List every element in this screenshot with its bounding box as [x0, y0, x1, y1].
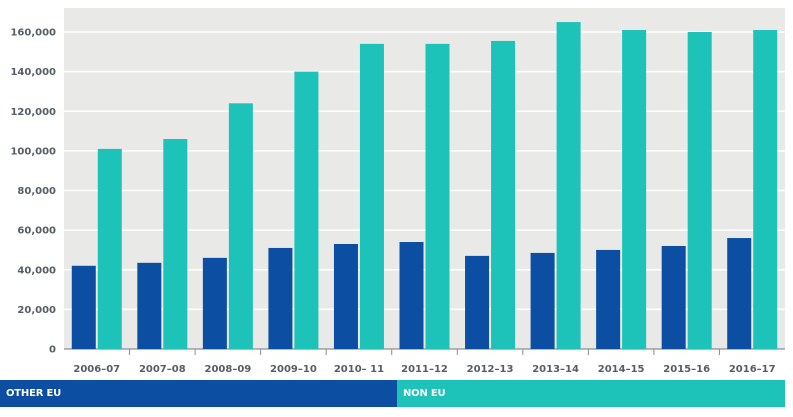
y-axis-ticks: 0 20,000 40,000 60,000 80,000 100,000 120,000 1… — [10, 28, 56, 356]
y-tick-label: 0 — [49, 345, 56, 356]
legend-label-other-eu: OTHER EU — [6, 388, 61, 399]
x-tick-label: 2010– 11 — [334, 364, 384, 375]
legend-other-eu: OTHER EU — [0, 380, 397, 407]
bar-other-eu — [137, 263, 161, 349]
y-tick-label: 40,000 — [17, 265, 56, 276]
x-tick-label: 2009–10 — [270, 364, 317, 375]
bar-chart: 0 20,000 40,000 60,000 80,000 100,000 120,000 1… — [0, 0, 793, 380]
y-tick-label: 80,000 — [17, 186, 56, 197]
bar-non-eu — [360, 44, 384, 349]
x-tick-label: 2011–12 — [401, 364, 448, 375]
x-tick-label: 2006–07 — [73, 364, 120, 375]
bar-other-eu — [334, 244, 358, 349]
bar-other-eu — [72, 266, 96, 349]
bar-other-eu — [203, 258, 227, 349]
bar-other-eu — [268, 248, 292, 349]
bar-non-eu — [622, 30, 646, 349]
x-tick-label: 2015–16 — [663, 364, 710, 375]
legend-label-non-eu: NON EU — [403, 388, 445, 399]
bar-other-eu — [400, 242, 424, 349]
y-tick-label: 140,000 — [10, 67, 56, 78]
x-tick-label: 2012–13 — [467, 364, 514, 375]
y-tick-label: 60,000 — [17, 226, 56, 237]
bar-other-eu — [465, 256, 489, 349]
bar-other-eu — [531, 253, 555, 349]
bar-non-eu — [294, 72, 318, 349]
bar-other-eu — [596, 250, 620, 349]
y-tick-label: 100,000 — [10, 146, 56, 157]
bar-non-eu — [229, 103, 253, 349]
bar-non-eu — [557, 22, 581, 349]
x-tick-label: 2013–14 — [532, 364, 579, 375]
y-tick-label: 160,000 — [10, 28, 56, 39]
y-tick-label: 20,000 — [17, 305, 56, 316]
x-axis-ticks: 2006–07 2007–08 2008–09 2009–10 2010– 11 2011… — [73, 349, 775, 375]
x-tick-label: 2016–17 — [729, 364, 776, 375]
bar-non-eu — [753, 30, 777, 349]
bar-other-eu — [727, 238, 751, 349]
bar-non-eu — [98, 149, 122, 349]
bar-non-eu — [688, 32, 712, 349]
bar-non-eu — [491, 41, 515, 349]
bar-other-eu — [662, 246, 686, 349]
x-tick-label: 2014–15 — [598, 364, 645, 375]
x-tick-label: 2007–08 — [139, 364, 186, 375]
y-tick-label: 120,000 — [10, 107, 56, 118]
legend-non-eu: NON EU — [397, 380, 785, 407]
bar-non-eu — [163, 139, 187, 349]
bar-non-eu — [426, 44, 450, 349]
x-tick-label: 2008–09 — [204, 364, 251, 375]
